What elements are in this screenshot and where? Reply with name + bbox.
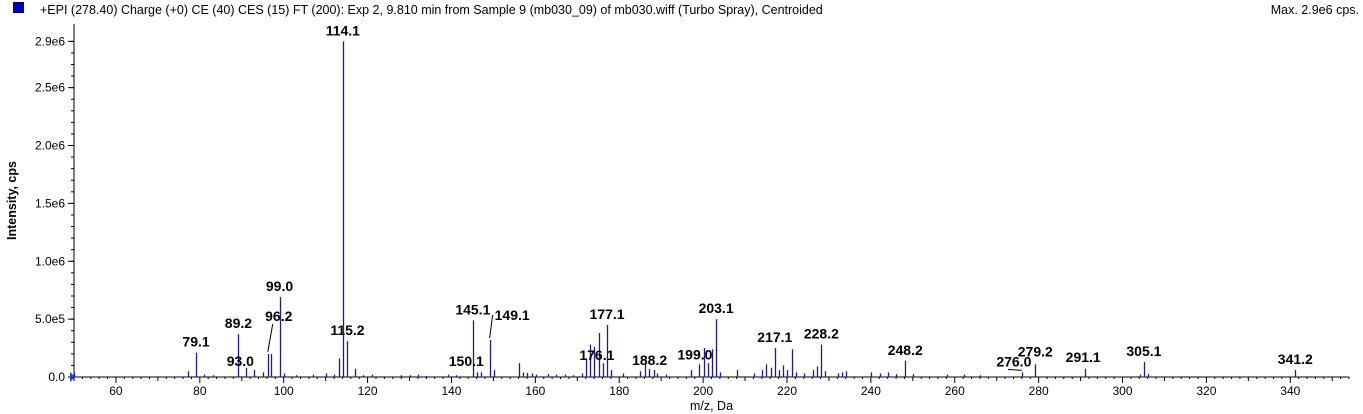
- peak-label: 188.2: [632, 352, 667, 368]
- peak-label: 291.1: [1066, 349, 1101, 365]
- peak-label: 341.2: [1278, 351, 1313, 367]
- peak-label: 114.1: [326, 22, 360, 38]
- y-tick-label: 0.0: [48, 370, 65, 384]
- peak-leader-line: [267, 323, 274, 352]
- peak-label: 93.0: [227, 353, 254, 369]
- peak-label: 96.2: [265, 308, 292, 324]
- chart-background: [0, 22, 1363, 414]
- y-tick-label: 2.9e6: [35, 34, 65, 48]
- peak-label: 248.2: [888, 342, 923, 358]
- x-tick-label: 100: [274, 384, 294, 398]
- peak-label: 99.0: [266, 278, 293, 294]
- spectrum-peaks: [73, 41, 1297, 377]
- x-tick-label: 80: [193, 384, 207, 398]
- x-tick-label: 300: [1113, 384, 1133, 398]
- peak-leader-line: [1007, 368, 1022, 371]
- x-tick-label: 140: [441, 384, 461, 398]
- x-tick-label: 240: [861, 384, 881, 398]
- peak-label: 199.0: [677, 346, 712, 362]
- peak-label: 149.1: [495, 307, 530, 323]
- peak-labels: 79.1 89.2 93.0 96.2 99.0 114.1 115.2 145.1 149.1…: [182, 22, 1313, 371]
- spectrum-header: +EPI (278.40) Charge (+0) CE (40) CES (1…: [0, 0, 1363, 22]
- peak-label: 176.1: [579, 347, 614, 363]
- y-tick-label: 5.0e5: [35, 312, 65, 326]
- x-tick-label: 160: [525, 384, 545, 398]
- peak-label: 276.0: [996, 353, 1031, 369]
- peak-label: 145.1: [455, 301, 490, 317]
- legend-swatch[interactable]: [13, 2, 24, 13]
- y-tick-label: 2.5e6: [35, 81, 65, 95]
- x-tick-label: 60: [109, 384, 123, 398]
- y-tick-label: 1.5e6: [35, 196, 65, 210]
- x-tick-label: 340: [1280, 384, 1300, 398]
- peak-label: 279.2: [1018, 343, 1053, 359]
- x-axis: 60 80 100 120 140 160 180 200 220 240 260 280 300 320…: [70, 372, 1350, 398]
- spectrum-title: +EPI (278.40) Charge (+0) CE (40) CES (1…: [40, 3, 823, 17]
- x-tick-label: 280: [1029, 384, 1049, 398]
- x-tick-label: 180: [609, 384, 629, 398]
- peak-label: 89.2: [225, 315, 252, 331]
- x-axis-title: m/z, Da: [690, 399, 733, 413]
- x-tick-label: 260: [945, 384, 965, 398]
- peak-label: 228.2: [804, 326, 839, 342]
- peak-label: 305.1: [1126, 343, 1161, 359]
- peak-label: 203.1: [699, 300, 734, 316]
- peak-label: 79.1: [182, 334, 209, 350]
- x-tick-label: 220: [777, 384, 797, 398]
- peak-label: 177.1: [590, 306, 625, 322]
- peak-leader-line: [489, 314, 494, 339]
- x-tick-label: 200: [693, 384, 713, 398]
- peak-label: 115.2: [330, 322, 364, 338]
- y-tick-label: 2.0e6: [35, 139, 65, 153]
- y-axis: 0.0 5.0e5 1.0e6 1.5e6 2.0e6 2.5e6 2.9e6: [35, 24, 75, 384]
- peak-label: 217.1: [757, 329, 792, 345]
- y-axis-title: Intensity, cps: [5, 161, 19, 240]
- max-intensity-label: Max. 2.9e6 cps.: [1270, 3, 1359, 17]
- y-tick-label: 1.0e6: [35, 254, 65, 268]
- origin-arrow-icon: [70, 372, 75, 382]
- peak-label: 150.1: [449, 353, 484, 369]
- x-tick-label: 320: [1196, 384, 1216, 398]
- x-tick-label: 120: [358, 384, 378, 398]
